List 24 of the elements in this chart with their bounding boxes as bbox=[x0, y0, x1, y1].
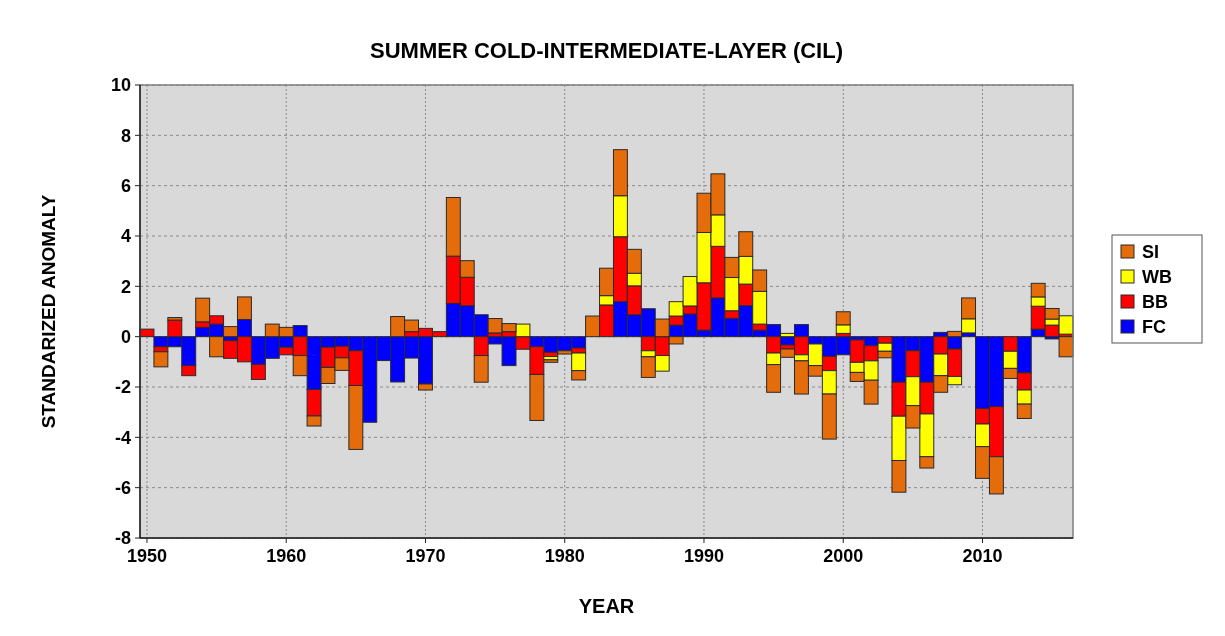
y-tick-label: 10 bbox=[110, 75, 131, 96]
y-axis-title: STANDARIZED ANOMALY bbox=[38, 194, 59, 429]
x-tick-label: 1980 bbox=[544, 546, 585, 566]
x-tick-label: 1970 bbox=[405, 546, 446, 566]
x-tick-label: 1990 bbox=[683, 546, 724, 566]
legend-label: FC bbox=[1142, 317, 1166, 338]
x-tick-label: 1960 bbox=[266, 546, 307, 566]
legend-label: BB bbox=[1142, 292, 1168, 313]
x-tick-label: 1950 bbox=[126, 546, 167, 566]
y-tick-label: -8 bbox=[114, 528, 131, 549]
legend-label: SI bbox=[1142, 242, 1160, 263]
y-tick-label: 4 bbox=[120, 226, 131, 247]
y-tick-label: 0 bbox=[120, 326, 131, 347]
y-tick-label: -6 bbox=[114, 477, 131, 498]
y-tick-label: -2 bbox=[114, 377, 131, 398]
y-tick-label: 8 bbox=[120, 125, 131, 146]
y-tick-label: -4 bbox=[114, 427, 131, 448]
y-tick-label: 2 bbox=[120, 276, 131, 297]
x-tick-label: 2010 bbox=[962, 546, 1003, 566]
x-tick-label: 2000 bbox=[823, 546, 864, 566]
chart-title: SUMMER COLD-INTERMEDIATE-LAYER (CIL) bbox=[370, 38, 843, 63]
legend-label: WB bbox=[1142, 267, 1172, 288]
x-axis-title: YEAR bbox=[578, 595, 635, 617]
y-tick-label: 6 bbox=[120, 175, 131, 196]
